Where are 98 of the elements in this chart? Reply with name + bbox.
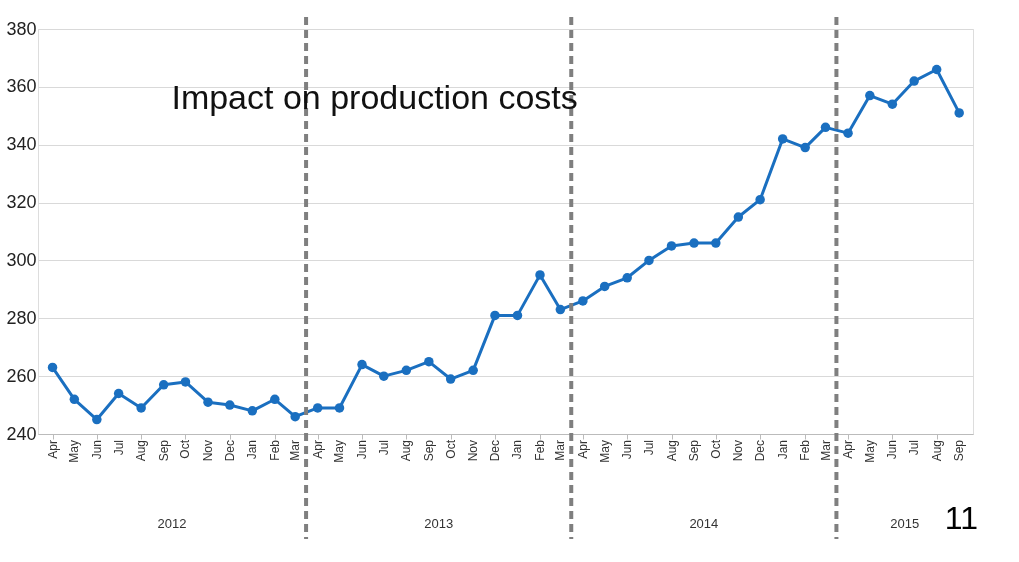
- x-tick-label: Jul: [376, 440, 391, 456]
- y-tick-label: 340: [6, 134, 37, 155]
- text: 2013: [424, 516, 454, 531]
- x-tick-label: Jun: [89, 440, 104, 460]
- point: [69, 394, 80, 405]
- x-tick-label: May: [597, 440, 612, 463]
- point: [733, 212, 744, 222]
- point: [334, 403, 345, 413]
- x-tick-label: Sep: [156, 439, 171, 462]
- point: [843, 128, 853, 138]
- y-tick-label: 260: [6, 365, 37, 386]
- point: [800, 142, 810, 153]
- x-tick-label: Apr: [45, 440, 60, 459]
- x-tick-label: Sep: [687, 439, 702, 462]
- x-tick-label: Jul: [641, 440, 656, 456]
- point: [535, 270, 545, 280]
- x-tick-label: Oct: [443, 439, 458, 459]
- x-tick-label: Aug: [399, 440, 414, 462]
- text: 11: [944, 500, 978, 536]
- point: [290, 411, 300, 422]
- point: [379, 371, 389, 381]
- point: [755, 194, 765, 205]
- x-tick-label: Jun: [355, 440, 370, 460]
- x-tick-label: Apr: [841, 440, 856, 459]
- x-tick-label: Aug: [134, 440, 149, 462]
- x-tick-label: Feb: [267, 439, 282, 461]
- point: [777, 134, 788, 144]
- x-tick-label: Jan: [775, 440, 790, 460]
- x-tick-label: Jan: [510, 440, 525, 460]
- x-tick-label: Oct: [708, 439, 723, 459]
- point: [512, 310, 523, 321]
- point: [445, 374, 456, 384]
- point: [270, 394, 280, 405]
- x-tick-label: Jun: [885, 440, 900, 460]
- point: [666, 241, 677, 251]
- x-tick-label: Apr: [575, 440, 590, 459]
- x-tick-label: Jan: [245, 440, 260, 460]
- point: [689, 238, 699, 248]
- x-tick-label: Dec: [487, 440, 502, 462]
- point: [113, 388, 124, 399]
- text: 2012: [157, 516, 187, 531]
- point: [490, 310, 500, 321]
- y-tick-label: 280: [6, 307, 37, 328]
- point: [578, 296, 588, 306]
- point: [401, 365, 412, 376]
- point: [931, 64, 942, 75]
- point: [312, 403, 323, 413]
- point: [468, 365, 478, 376]
- x-tick-label: Jun: [620, 440, 635, 460]
- x-tick-label: Nov: [201, 440, 215, 462]
- y-tick-label: 360: [6, 76, 37, 97]
- x-tick-label: Aug: [929, 440, 944, 462]
- point: [203, 397, 213, 407]
- x-tick-label: Mar: [553, 440, 568, 461]
- point: [136, 403, 146, 413]
- x-tick-label: Nov: [466, 440, 481, 462]
- y-tick-label: 380: [6, 18, 37, 39]
- x-tick-label: Sep: [952, 439, 967, 462]
- y-tick-label: 240: [6, 423, 37, 444]
- point: [47, 362, 58, 373]
- point: [247, 406, 258, 416]
- x-tick-label: Mar: [288, 440, 303, 461]
- text: Impact on production costs: [171, 78, 578, 116]
- point: [954, 108, 964, 118]
- x-tick-label: Mar: [818, 440, 833, 461]
- x-tick-label: Jul: [907, 440, 922, 456]
- x-tick-label: Apr: [310, 440, 325, 459]
- point: [424, 356, 434, 367]
- y-tick-label: 300: [6, 249, 37, 270]
- x-tick-label: May: [332, 440, 347, 463]
- point: [357, 359, 367, 370]
- x-tick-label: Jul: [111, 440, 126, 456]
- point: [820, 122, 831, 133]
- point: [599, 281, 610, 292]
- point: [909, 76, 919, 86]
- x-tick-label: Nov: [731, 440, 746, 462]
- point: [887, 99, 898, 109]
- x-tick-label: Feb: [533, 439, 548, 461]
- text: 2014: [689, 516, 719, 531]
- point: [711, 238, 721, 248]
- x-tick-label: Aug: [664, 440, 679, 462]
- x-tick-label: Dec: [222, 440, 237, 462]
- point: [555, 304, 566, 315]
- point: [865, 90, 875, 101]
- point: [92, 414, 102, 425]
- x-tick-label: Oct: [178, 439, 193, 459]
- y-tick-label: 320: [6, 192, 37, 213]
- x-tick-label: Feb: [798, 439, 813, 461]
- x-tick-label: May: [862, 440, 877, 463]
- x-tick-label: Dec: [753, 440, 768, 462]
- text: 2015: [890, 516, 920, 531]
- point: [180, 377, 191, 387]
- point: [225, 400, 235, 410]
- point: [158, 380, 169, 390]
- x-tick-label: Sep: [421, 439, 436, 462]
- point: [644, 255, 654, 266]
- x-tick-label: May: [67, 440, 82, 463]
- point: [622, 273, 632, 283]
